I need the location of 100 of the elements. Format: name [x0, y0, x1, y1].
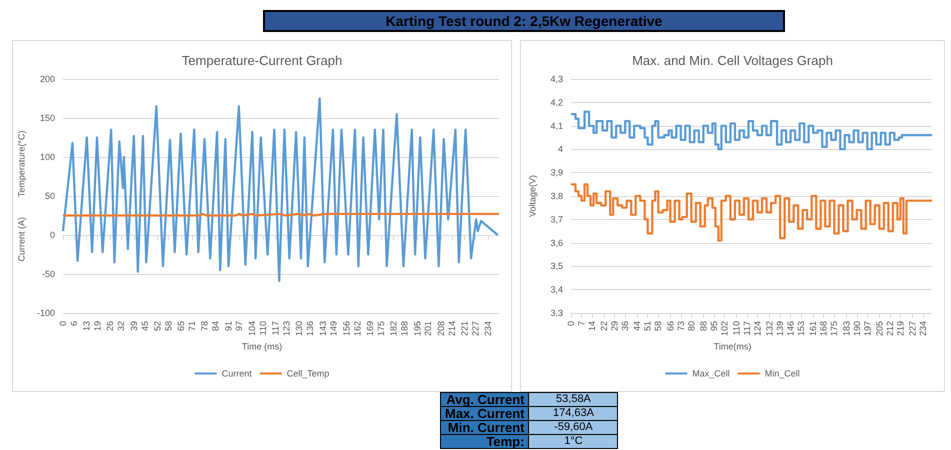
y-tick-label: 3,5 [550, 261, 563, 272]
x-tick-label: 136 [305, 321, 316, 336]
y-tick-label: 200 [40, 74, 55, 84]
y-tick-label: 3,4 [550, 284, 563, 295]
y-tick-label: 4 [558, 144, 563, 154]
x-tick-label: 123 [281, 321, 292, 336]
x-tick-label: 168 [818, 321, 829, 336]
x-tick-label: 130 [294, 321, 304, 336]
x-tick-label: 32 [116, 321, 126, 332]
legend-label: Min_Cell [764, 368, 800, 378]
y-tick-label: 4,3 [550, 74, 563, 84]
x-tick-label: 39 [128, 321, 139, 332]
x-tick-label: 234 [918, 321, 928, 336]
x-tick-label: 208 [436, 321, 446, 336]
x-tick-label: 234 [483, 321, 494, 336]
text: Karting Test round 2: 2,5Kw Regenerative [263, 10, 785, 32]
x-tick-label: 66 [665, 321, 676, 332]
x-tick-label: 22 [599, 321, 610, 332]
y-tick-label: 4,2 [550, 97, 563, 108]
chart-title: Temperature-Current Graph [182, 53, 342, 68]
x-tick-label: 65 [176, 321, 186, 332]
x-tick-label: 7 [576, 321, 587, 326]
text: 174,63A [528, 406, 618, 420]
y-tick-label: -100 [36, 308, 55, 318]
x-tick-label: 143 [318, 321, 328, 336]
text: Min. Current [440, 420, 529, 435]
x-tick-label: 102 [719, 321, 730, 336]
text: Max. Current [440, 406, 529, 421]
x-tick-label: 205 [874, 321, 884, 336]
x-tick-label: 58 [163, 321, 174, 332]
x-tick-label: 146 [786, 321, 796, 336]
x-tick-label: 0 [566, 321, 576, 326]
x-tick-label: 104 [246, 321, 257, 336]
y-tick-label: 100 [40, 152, 55, 162]
x-axis-title: Time(ms) [714, 342, 752, 352]
x-tick-label: 88 [698, 321, 708, 332]
x-tick-label: 153 [796, 321, 806, 336]
x-tick-label: 80 [686, 321, 696, 332]
line-series [62, 97, 499, 282]
text: 1°C [528, 434, 618, 448]
y-tick-label: 3,6 [550, 238, 563, 248]
x-tick-label: 183 [841, 321, 852, 336]
x-tick-label: 175 [829, 321, 840, 336]
x-tick-label: 117 [270, 321, 281, 336]
x-tick-label: 201 [423, 321, 434, 336]
chart-title: Max. and Min. Cell Voltages Graph [632, 53, 833, 68]
x-tick-label: 149 [328, 321, 339, 336]
x-tick-label: 110 [258, 321, 268, 336]
y-tick-label: 3,9 [550, 168, 563, 178]
x-tick-label: 95 [708, 321, 719, 332]
y-tick-label: 0 [50, 230, 55, 240]
x-tick-label: 212 [884, 321, 895, 336]
x-tick-label: 169 [365, 321, 376, 336]
x-tick-label: 117 [742, 321, 752, 336]
text: -59,60A [528, 420, 618, 434]
y-tick-label: 3,8 [550, 191, 563, 201]
x-tick-label: 0 [58, 321, 68, 326]
y-tick-label: 4,1 [550, 120, 563, 131]
x-tick-label: 124 [752, 321, 763, 336]
x-tick-label: 71 [186, 321, 197, 332]
x-tick-label: 161 [808, 321, 818, 336]
x-tick-label: 219 [895, 321, 906, 336]
y-axis-title: Current (A) Temperature(°C) [16, 130, 27, 262]
x-tick-label: 6 [68, 321, 79, 326]
y-tick-label: 3,7 [550, 214, 563, 224]
x-tick-label: 188 [400, 321, 410, 336]
x-tick-label: 45 [140, 321, 150, 332]
text: Avg. Current [440, 392, 529, 407]
legend-label: Max_Cell [692, 368, 730, 378]
x-tick-label: 175 [376, 321, 386, 336]
x-axis-title: Time (ms) [242, 342, 282, 352]
x-tick-label: 162 [352, 321, 362, 336]
x-tick-label: 195 [412, 321, 422, 336]
x-tick-label: 227 [470, 321, 480, 336]
x-tick-label: 221 [459, 321, 470, 336]
y-axis-title: Voltage(V) [528, 174, 538, 218]
x-tick-label: 110 [731, 321, 742, 336]
x-tick-label: 97 [234, 321, 244, 332]
x-tick-label: 44 [632, 321, 642, 332]
x-tick-label: 19 [92, 321, 103, 332]
x-tick-label: 156 [341, 321, 352, 336]
x-tick-label: 227 [907, 321, 918, 336]
x-tick-label: 84 [210, 321, 221, 332]
y-tick-label: 50 [44, 191, 55, 201]
x-tick-label: 214 [446, 321, 457, 336]
x-tick-label: 91 [223, 321, 234, 332]
x-tick-label: 197 [862, 321, 872, 336]
x-tick-label: 190 [852, 321, 862, 336]
x-tick-label: 78 [200, 321, 210, 332]
x-tick-label: 182 [388, 321, 399, 336]
y-tick-label: 150 [40, 113, 55, 123]
x-tick-label: 26 [105, 321, 116, 332]
legend-label: Cell_Temp [286, 368, 330, 378]
legend-label: Current [222, 368, 252, 378]
x-tick-label: 36 [620, 321, 630, 332]
x-tick-label: 73 [676, 321, 686, 332]
text: 53,58A [528, 392, 618, 406]
x-tick-label: 29 [610, 321, 620, 332]
x-tick-label: 52 [152, 321, 162, 332]
x-tick-label: 13 [82, 321, 92, 332]
